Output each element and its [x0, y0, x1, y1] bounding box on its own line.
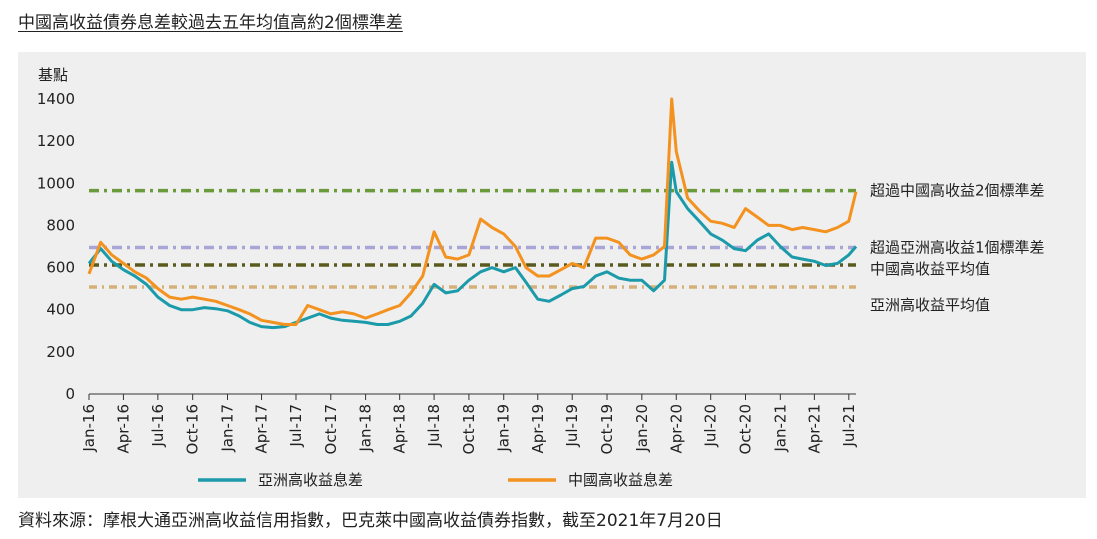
y-tick-label: 1400 — [37, 90, 75, 108]
reference-line-label: 中國高收益平均值 — [870, 260, 990, 278]
x-tick-label: Jan-20 — [633, 404, 651, 453]
x-tick-label: Jan-21 — [771, 404, 789, 453]
x-tick-label: Oct-19 — [598, 404, 616, 454]
y-tick-label: 1200 — [37, 132, 75, 150]
y-tick-label: 1000 — [37, 174, 75, 192]
x-tick-label: Oct-20 — [737, 404, 755, 454]
source-note: 資料來源：摩根大通亞洲高收益信用指數，巴克萊中國高收益債券指數，截至2021年7… — [18, 511, 723, 531]
x-tick-label: Jul-17 — [287, 404, 305, 448]
reference-line-label: 亞洲高收益平均值 — [870, 296, 990, 314]
reference-line-label: 超過亞洲高收益1個標準差 — [870, 239, 1045, 257]
x-tick-label: Apr-20 — [667, 404, 685, 454]
legend-label: 亞洲高收益息差 — [258, 471, 363, 489]
x-tick-label: Oct-18 — [460, 404, 478, 454]
x-tick-label: Jan-18 — [357, 404, 375, 453]
x-tick-label: Apr-16 — [114, 404, 132, 454]
x-tick-label: Jul-20 — [702, 404, 720, 448]
chart-panel: 基點 0 200 400 600 800 1000 1200 1400 Jan-16 Apr-16 J… — [18, 52, 1086, 498]
x-tick-label: Jul-21 — [840, 404, 858, 448]
x-tick-label: Jan-19 — [495, 404, 513, 453]
line-chart: 基點 0 200 400 600 800 1000 1200 1400 Jan-16 Apr-16 J… — [37, 66, 1045, 489]
y-tick-label: 400 — [46, 301, 75, 319]
x-tick-label: Jan-16 — [80, 404, 98, 453]
x-tick-label: Jul-19 — [563, 404, 581, 448]
y-tick-label: 0 — [65, 385, 75, 403]
y-axis-unit-label: 基點 — [38, 66, 68, 84]
x-tick-label: Oct-16 — [184, 404, 202, 454]
chart-title: 中國高收益債券息差較過去五年均值高約2個標準差 — [18, 13, 403, 33]
legend-label: 中國高收益息差 — [568, 471, 673, 489]
y-tick-label: 800 — [46, 216, 75, 234]
series-line — [87, 97, 858, 326]
x-tick-label: Apr-18 — [391, 404, 409, 454]
series-line — [87, 160, 858, 330]
x-tick-label: Jan-17 — [218, 404, 236, 453]
x-tick-label: Apr-17 — [253, 404, 271, 454]
y-tick-label: 600 — [46, 259, 75, 277]
reference-line-label: 超過中國高收益2個標準差 — [870, 182, 1045, 200]
x-tick-label: Apr-21 — [805, 404, 823, 454]
x-tick-label: Apr-19 — [529, 404, 547, 454]
y-tick-label: 200 — [46, 343, 75, 361]
x-tick-label: Jul-16 — [149, 404, 167, 448]
x-tick-label: Oct-17 — [322, 404, 340, 454]
x-tick-label: Jul-18 — [425, 404, 443, 448]
